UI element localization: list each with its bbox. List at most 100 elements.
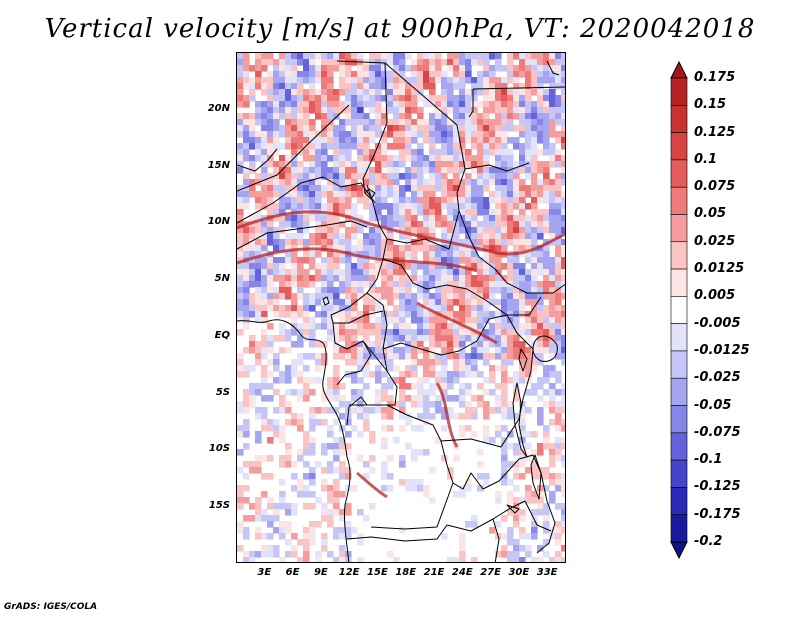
field-cell	[531, 311, 538, 318]
field-cell	[561, 425, 565, 432]
field-cell	[555, 443, 562, 450]
field-cell	[327, 251, 334, 258]
field-cell	[489, 335, 496, 342]
field-cell	[507, 155, 514, 162]
field-cell	[267, 203, 274, 210]
field-cell	[279, 287, 286, 294]
field-cell	[297, 197, 304, 204]
field-cell	[453, 275, 460, 282]
field-cell	[303, 275, 310, 282]
field-cell	[387, 77, 394, 84]
field-cell	[459, 155, 466, 162]
field-cell	[303, 329, 310, 336]
field-cell	[483, 137, 490, 144]
field-cell	[495, 155, 502, 162]
field-cell	[333, 215, 340, 222]
field-cell	[435, 359, 442, 366]
field-cell	[333, 491, 340, 498]
field-cell	[429, 173, 436, 180]
field-cell	[261, 281, 268, 288]
field-cell	[363, 293, 370, 300]
field-cell	[483, 413, 490, 420]
field-cell	[285, 461, 292, 468]
field-cell	[471, 275, 478, 282]
field-cell	[549, 155, 556, 162]
field-cell	[315, 71, 322, 78]
field-cell	[297, 359, 304, 366]
field-cell	[459, 395, 466, 402]
field-cell	[483, 281, 490, 288]
field-cell	[537, 395, 544, 402]
field-cell	[519, 161, 526, 168]
field-cell	[447, 383, 454, 390]
field-cell	[531, 527, 538, 534]
field-cell	[561, 521, 565, 528]
field-cell	[261, 59, 268, 66]
field-cell	[393, 131, 400, 138]
field-cell	[543, 485, 550, 492]
field-cell	[441, 305, 448, 312]
field-cell	[435, 65, 442, 72]
field-cell	[549, 323, 556, 330]
field-cell	[495, 95, 502, 102]
field-cell	[345, 305, 352, 312]
field-cell	[357, 149, 364, 156]
field-cell	[375, 371, 382, 378]
field-cell	[417, 113, 424, 120]
field-cell	[243, 371, 250, 378]
field-cell	[489, 233, 496, 240]
field-cell	[561, 323, 565, 330]
field-cell	[447, 251, 454, 258]
field-cell	[525, 431, 532, 438]
field-cell	[237, 155, 244, 162]
field-cell	[561, 287, 565, 294]
field-cell	[501, 437, 508, 444]
field-cell	[261, 491, 268, 498]
field-cell	[345, 143, 352, 150]
field-cell	[375, 107, 382, 114]
field-cell	[399, 527, 406, 534]
field-cell	[465, 383, 472, 390]
field-cell	[339, 311, 346, 318]
field-cell	[483, 347, 490, 354]
field-cell	[291, 257, 298, 264]
lon-tick-label: 33E	[536, 567, 558, 578]
field-cell	[315, 197, 322, 204]
field-cell	[255, 353, 262, 360]
field-cell	[267, 305, 274, 312]
field-cell	[495, 77, 502, 84]
field-cell	[453, 251, 460, 258]
field-cell	[555, 335, 562, 342]
field-cell	[543, 101, 550, 108]
field-cell	[423, 311, 430, 318]
field-cell	[519, 131, 526, 138]
field-cell	[393, 77, 400, 84]
field-cell	[297, 377, 304, 384]
field-cell	[315, 497, 322, 504]
country-borders	[237, 60, 565, 562]
field-cell	[531, 269, 538, 276]
field-cell	[549, 317, 556, 324]
field-cell	[273, 515, 280, 522]
field-cell	[453, 371, 460, 378]
field-cell	[513, 557, 520, 562]
field-cell	[243, 185, 250, 192]
field-cell	[531, 197, 538, 204]
field-cell	[453, 293, 460, 300]
field-cell	[519, 59, 526, 66]
field-cell	[429, 353, 436, 360]
field-cell	[303, 173, 310, 180]
field-cell	[255, 317, 262, 324]
field-cell	[471, 335, 478, 342]
field-cell	[405, 365, 412, 372]
field-cell	[561, 503, 565, 510]
field-cell	[405, 383, 412, 390]
field-cell	[375, 377, 382, 384]
field-cell	[357, 269, 364, 276]
field-cell	[441, 143, 448, 150]
field-cell	[519, 473, 526, 480]
field-cell	[309, 95, 316, 102]
field-cell	[441, 221, 448, 228]
field-cell	[411, 179, 418, 186]
field-cell	[429, 65, 436, 72]
